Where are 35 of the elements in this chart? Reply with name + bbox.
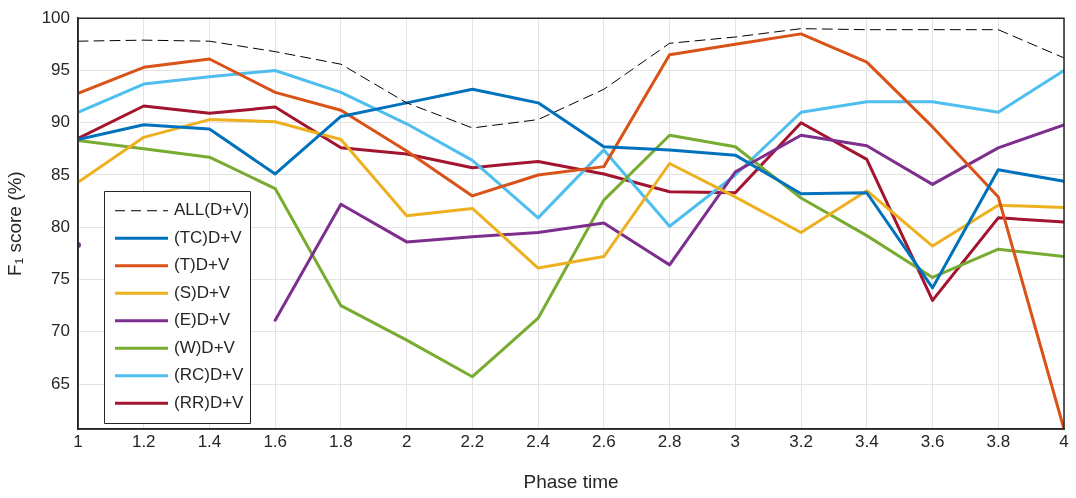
y-tick-label: 95 [51, 60, 70, 80]
x-tick-label: 1.8 [329, 431, 353, 451]
x-tick-label: 1.4 [197, 431, 222, 451]
x-tick-label: 2.4 [526, 431, 550, 451]
x-tick-label: 2 [401, 431, 412, 451]
x-tick-label: 1.6 [263, 431, 288, 451]
x-tick-label: 3.6 [920, 431, 945, 451]
legend-label: (S)D+V [174, 282, 231, 302]
x-tick-label: 1.2 [131, 431, 156, 451]
y-tick-label: 100 [41, 7, 70, 27]
y-tick-label: 80 [51, 216, 70, 236]
legend-label: (W)D+V [174, 337, 236, 357]
line-series [78, 28, 1064, 129]
legend-label: (TC)D+V [174, 227, 243, 247]
y-tick-label: 85 [51, 164, 70, 184]
y-tick-label: 90 [51, 112, 70, 132]
legend-label: ALL(D+V) [174, 200, 250, 220]
x-tick-label: 2.8 [657, 431, 682, 451]
legend-label: (T)D+V [174, 255, 230, 275]
legend-label: (RC)D+V [174, 365, 245, 385]
legend-label: (E)D+V [174, 310, 231, 330]
x-tick-label: 3.2 [789, 431, 813, 451]
x-axis-title: Phase time [523, 470, 619, 492]
x-tick-label: 4 [1059, 431, 1069, 451]
y-tick-label: 65 [51, 373, 70, 393]
x-tick-label: 3 [730, 431, 741, 451]
y-tick-label: 70 [51, 321, 70, 341]
y-axis-title: F₁ score (%) [3, 171, 25, 276]
y-tick-label: 75 [51, 269, 70, 289]
x-tick-label: 3.8 [986, 431, 1011, 451]
x-tick-label: 3.4 [854, 431, 879, 451]
x-tick-label: 2.2 [460, 431, 485, 451]
x-tick-label: 1 [73, 431, 83, 451]
x-tick-label: 2.6 [592, 431, 616, 451]
legend-label: (RR)D+V [174, 392, 245, 412]
